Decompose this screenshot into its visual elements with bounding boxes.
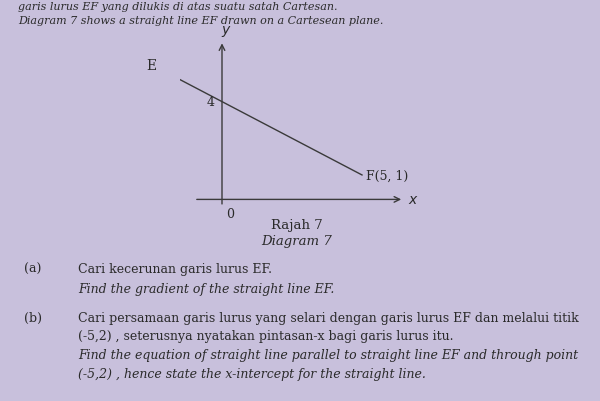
Text: Rajah 7: Rajah 7 (271, 219, 323, 231)
Text: $x$: $x$ (408, 193, 419, 207)
Text: Diagram 7 shows a straight line EF drawn on a Cartesean plane.: Diagram 7 shows a straight line EF drawn… (18, 16, 383, 26)
Text: Cari persamaan garis lurus yang selari dengan garis lurus EF dan melalui titik: Cari persamaan garis lurus yang selari d… (78, 311, 579, 324)
Text: (-5,2) , hence state the x-intercept for the straight line.: (-5,2) , hence state the x-intercept for… (78, 367, 426, 380)
Text: Cari kecerunan garis lurus EF.: Cari kecerunan garis lurus EF. (78, 263, 272, 275)
Text: $y$: $y$ (221, 24, 232, 39)
Text: (a): (a) (24, 263, 41, 275)
Text: (-5,2) , seterusnya nyatakan pintasan-x bagi garis lurus itu.: (-5,2) , seterusnya nyatakan pintasan-x … (78, 330, 454, 342)
Text: garis lurus EF yang dilukis di atas suatu satah Cartesan.: garis lurus EF yang dilukis di atas suat… (18, 2, 337, 12)
Text: F(5, 1): F(5, 1) (366, 169, 409, 182)
Text: 0: 0 (226, 207, 234, 220)
Text: 4: 4 (207, 96, 215, 109)
Text: Find the equation of straight line parallel to straight line EF and through poin: Find the equation of straight line paral… (78, 348, 578, 361)
Text: (b): (b) (24, 311, 42, 324)
Text: Find the gradient of the straight line EF.: Find the gradient of the straight line E… (78, 282, 334, 295)
Text: E: E (146, 59, 156, 73)
Text: Diagram 7: Diagram 7 (262, 235, 332, 247)
